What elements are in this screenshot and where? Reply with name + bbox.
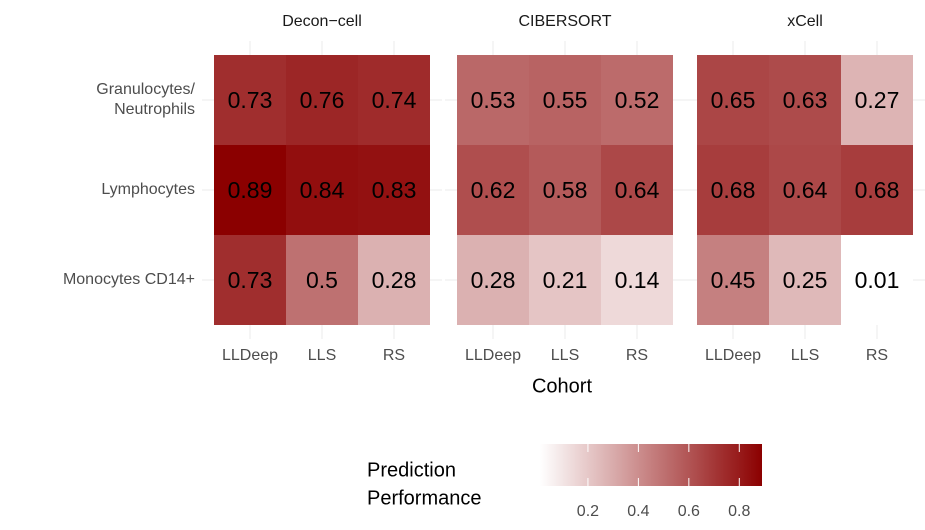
- tile-label: 0.21: [543, 267, 588, 293]
- tile-label: 0.83: [372, 177, 417, 203]
- tile-label: 0.62: [471, 177, 516, 203]
- x-tick-label: RS: [866, 347, 888, 364]
- facet-title: Decon−cell: [282, 13, 362, 30]
- x-tick-label: LLS: [551, 347, 579, 364]
- y-tick-label: Monocytes CD14+: [63, 271, 195, 288]
- tile-label: 0.89: [228, 177, 273, 203]
- tile-label: 0.64: [615, 177, 660, 203]
- tile: [529, 55, 601, 145]
- tile-label: 0.65: [711, 87, 756, 113]
- tile: [214, 145, 286, 235]
- tile: [769, 55, 841, 145]
- tile: [286, 145, 358, 235]
- tile: [601, 235, 673, 325]
- tile-label: 0.55: [543, 87, 588, 113]
- facet-title: xCell: [787, 13, 823, 30]
- tile-label: 0.28: [471, 267, 516, 293]
- tile: [769, 235, 841, 325]
- facet-title: CIBERSORT: [518, 13, 611, 30]
- tile: [841, 235, 913, 325]
- x-tick-label: RS: [383, 347, 405, 364]
- tile-label: 0.5: [306, 267, 338, 293]
- tile: [601, 145, 673, 235]
- tile-label: 0.68: [855, 177, 900, 203]
- tile: [769, 145, 841, 235]
- x-tick-label: LLDeep: [222, 347, 278, 364]
- tile: [697, 235, 769, 325]
- tile-label: 0.53: [471, 87, 516, 113]
- colorbar-tick-label: 0.2: [577, 503, 599, 520]
- tile-label: 0.58: [543, 177, 588, 203]
- tile: [697, 55, 769, 145]
- colorbar-tick-label: 0.6: [678, 503, 700, 520]
- tile-label: 0.76: [300, 87, 345, 113]
- x-axis-title: Cohort: [532, 375, 592, 397]
- tile: [457, 55, 529, 145]
- tile: [286, 235, 358, 325]
- tile-label: 0.52: [615, 87, 660, 113]
- colorbar-tick-label: 0.8: [728, 503, 750, 520]
- legend-title: Prediction: [367, 459, 456, 481]
- tile: [214, 235, 286, 325]
- tile-label: 0.25: [783, 267, 828, 293]
- tile: [601, 55, 673, 145]
- tile: [841, 145, 913, 235]
- tile-label: 0.73: [228, 267, 273, 293]
- tile: [697, 145, 769, 235]
- tile-label: 0.64: [783, 177, 828, 203]
- tile-label: 0.63: [783, 87, 828, 113]
- colorbar: [540, 444, 762, 486]
- tile: [358, 235, 430, 325]
- tile: [529, 235, 601, 325]
- tile: [457, 235, 529, 325]
- tile-label: 0.74: [372, 87, 417, 113]
- tile: [358, 55, 430, 145]
- legend-title: Performance: [367, 487, 482, 509]
- y-tick-label: Lymphocytes: [101, 181, 195, 198]
- tile-label: 0.45: [711, 267, 756, 293]
- tile: [529, 145, 601, 235]
- tile: [214, 55, 286, 145]
- tile-label: 0.73: [228, 87, 273, 113]
- tile: [457, 145, 529, 235]
- x-tick-label: LLDeep: [705, 347, 761, 364]
- x-tick-label: LLS: [791, 347, 819, 364]
- tile: [841, 55, 913, 145]
- tile-label: 0.01: [855, 267, 900, 293]
- colorbar-tick-label: 0.4: [627, 503, 649, 520]
- tile: [286, 55, 358, 145]
- tile-label: 0.14: [615, 267, 660, 293]
- tile-label: 0.28: [372, 267, 417, 293]
- tile-label: 0.27: [855, 87, 900, 113]
- x-tick-label: RS: [626, 347, 648, 364]
- x-tick-label: LLDeep: [465, 347, 521, 364]
- x-tick-label: LLS: [308, 347, 336, 364]
- tile-label: 0.84: [300, 177, 345, 203]
- tile-label: 0.68: [711, 177, 756, 203]
- y-tick-label: Granulocytes/Neutrophils: [96, 81, 195, 118]
- tile: [358, 145, 430, 235]
